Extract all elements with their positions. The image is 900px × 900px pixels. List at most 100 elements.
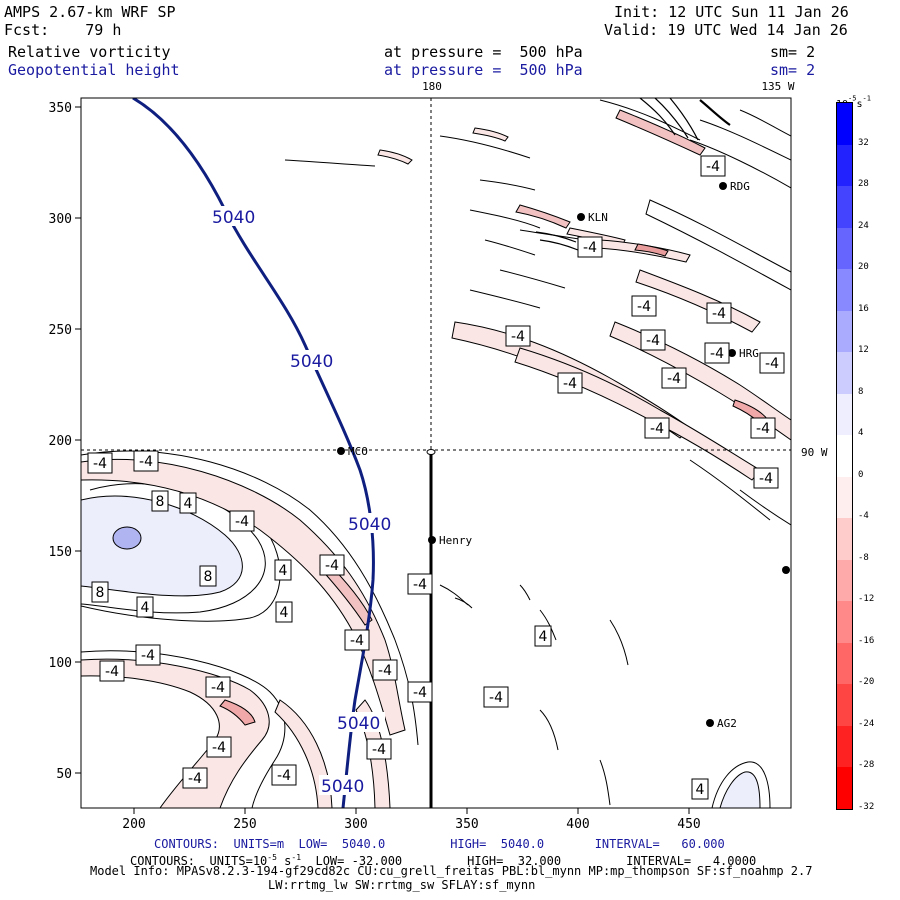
station-marker[interactable] [719,182,727,190]
station-label: AG2 [717,717,737,730]
vorticity-label-box [753,467,779,489]
vorticity-label-box [644,417,670,439]
colorbar-segment [837,144,852,187]
plot-frame [80,97,792,809]
station-marker[interactable] [728,349,736,357]
vorticity-label: -4 [211,680,225,696]
vorticity-label-box [407,573,433,595]
vorticity-label: -4 [372,742,386,758]
vorticity-label: -4 [105,664,119,680]
vorticity-label: -4 [563,376,577,392]
vorticity-label: -4 [650,421,664,437]
vorticity-label-box [87,452,113,474]
vorticity-label-box [199,565,217,587]
station-marker[interactable] [428,536,436,544]
footer-height-contours: CONTOURS: UNITS=m LOW= 5040.0 HIGH= 5040… [154,837,725,851]
y-tick-50: 50 [56,767,72,782]
vorticity-label-box [136,596,154,618]
colorbar-tick-label: 12 [858,345,869,356]
vorticity-label: -4 [413,577,427,593]
field2-level: at pressure = 500 hPa [384,61,583,79]
colorbar-segment [837,642,852,685]
colorbar-tick-label: 24 [858,220,869,231]
vorticity-label: 8 [156,494,165,510]
colorbar-segment [837,393,852,436]
x-tick-450: 450 [677,817,700,832]
colorbar-segment [837,767,852,810]
vorticity-label: -4 [646,333,660,349]
field1-level: at pressure = 500 hPa [384,43,583,61]
colorbar-segment [837,725,852,768]
vorticity-label-box [534,625,552,647]
vorticity-label: -4 [583,240,597,256]
vorticity-label: -4 [637,299,651,315]
colorbar [836,102,853,810]
vorticity-label: -4 [706,159,720,175]
colorbar-tick-label: -8 [858,552,869,563]
lon-label-90w: 90 W [801,446,828,459]
vorticity-label-box [483,686,509,708]
vorticity-label-box [505,325,531,347]
vorticity-label-box [691,778,709,800]
vorticity-label: -4 [141,648,155,664]
station-label: HRG [739,347,759,360]
valid-time: Valid: 19 UTC Wed 14 Jan 26 [604,21,848,39]
colorbar-segment [837,518,852,561]
vorticity-label: -4 [667,371,681,387]
field2-name: Geopotential height [8,61,180,79]
colorbar-tick-label: -24 [858,718,875,729]
station-label: Henry [439,534,472,547]
vorticity-label: -4 [759,471,773,487]
colorbar-tick-label: -20 [858,677,875,688]
vorticity-label: 8 [96,585,105,601]
height-label: 5040 [290,352,333,372]
colorbar-tick-label: -28 [858,760,875,771]
vorticity-label: -4 [765,356,779,372]
vorticity-label: -4 [93,456,107,472]
station-marker[interactable] [706,719,714,727]
vorticity-label: -4 [188,771,202,787]
y-tick-300: 300 [49,212,72,227]
vorticity-label: -4 [378,663,392,679]
vorticity-label-box [557,372,583,394]
vorticity-label: -4 [489,690,503,706]
vorticity-label-box [205,676,231,698]
station-label: MCO [348,445,368,458]
vorticity-label: 4 [696,782,705,798]
lon-label-180: 180 [422,80,442,93]
vorticity-label-box [133,450,159,472]
init-time: Init: 12 UTC Sun 11 Jan 26 [614,3,849,21]
field2-smooth: sm= 2 [770,61,816,79]
colorbar-tick-label: 0 [858,469,864,480]
vorticity-label: 8 [204,569,213,585]
colorbar-segment [837,310,852,353]
vorticity-label-box [179,492,197,514]
colorbar-tick-label: -32 [858,802,875,812]
vorticity-label-box [631,295,657,317]
height-label: 5040 [348,515,391,535]
x-tick-400: 400 [566,817,589,832]
x-tick-250: 250 [233,817,256,832]
vorticity-label: -4 [511,329,525,345]
vorticity-label-box [640,329,666,351]
vorticity-label: -4 [413,685,427,701]
vorticity-label: -4 [139,454,153,470]
vorticity-label-box [344,629,370,651]
field1-smooth: sm= 2 [770,43,816,61]
station-marker[interactable] [337,447,345,455]
vorticity-label: -4 [350,633,364,649]
station-label: RDG [730,180,750,193]
colorbar-segment [837,269,852,312]
station-marker[interactable] [577,213,585,221]
vorticity-label: -4 [756,421,770,437]
vorticity-label: -4 [710,346,724,362]
station-marker[interactable] [782,566,790,574]
colorbar-tick-label: 28 [858,179,869,190]
footer-model-info: Model Info: MPASv8.2.3-194-gf29cd82c CU:… [90,864,813,878]
vorticity-label-box [274,559,292,581]
colorbar-segment [837,684,852,727]
vorticity-label-box [135,644,161,666]
vorticity-label-box [407,681,433,703]
vorticity-label-box [151,490,169,512]
